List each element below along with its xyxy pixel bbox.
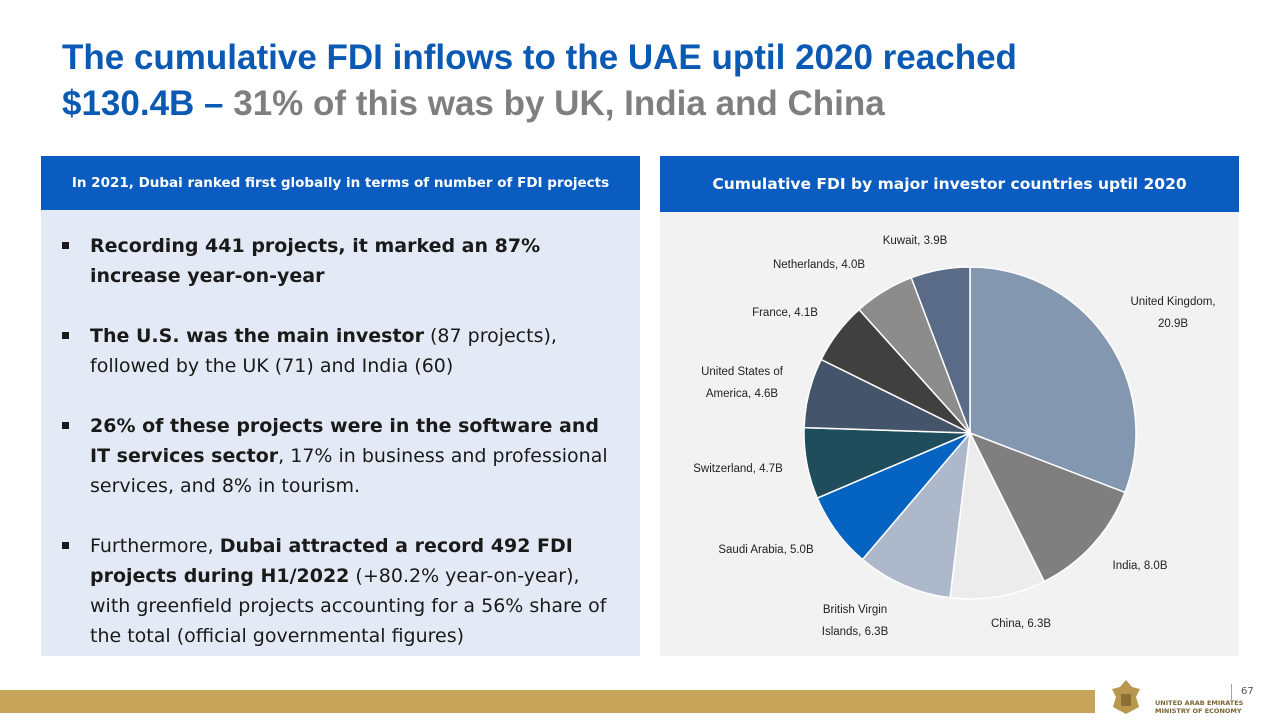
bullet: The U.S. was the main investor (87 proje… <box>60 321 620 381</box>
data-label: Kuwait, 3.9B <box>882 235 948 247</box>
bullet: 26% of these projects were in the softwa… <box>60 411 620 501</box>
ministry-line-1: UNITED ARAB EMIRATES <box>1155 699 1244 707</box>
bullet: Furthermore, Dubai attracted a record 49… <box>60 531 620 651</box>
bullet-text: 26% of these projects were in the softwa… <box>90 415 600 467</box>
bullet-text: (87 projects), followed by the UK (71) a… <box>90 325 557 377</box>
data-label: United States of America, 4.6B <box>701 366 783 400</box>
pie-slice <box>949 430 1046 600</box>
footer-bar <box>0 690 1095 713</box>
pie-slice <box>910 266 971 434</box>
data-label: Switzerland, 4.7B <box>693 463 783 475</box>
title-highlight: $130.4B – <box>62 84 224 123</box>
title-rest: 31% of this was by UK, India and China <box>223 84 885 123</box>
page-number: 67 <box>1241 686 1254 697</box>
data-label: India, 8.0B <box>1112 560 1168 572</box>
bullet-text: Dubai attracted a record 492 FDI project… <box>90 535 573 587</box>
title-line-1: The cumulative FDI inflows to the UAE up… <box>62 38 1017 77</box>
chart-header: Cumulative FDI by major investor countri… <box>660 156 1239 212</box>
bullet-list: Recording 441 projects, it marked an 87%… <box>60 231 620 681</box>
left-panel <box>41 210 640 656</box>
data-label: Netherlands, 4.0B <box>772 259 866 271</box>
ministry-line-2: MINISTRY OF ECONOMY <box>1155 707 1242 715</box>
data-label: France, 4.1B <box>752 307 818 319</box>
data-label: British Virgin Islands, 6.3B <box>821 604 889 638</box>
bullet-text: The U.S. was the main investor <box>90 325 424 347</box>
bullet-text: , 17% in business and professional servi… <box>90 445 608 497</box>
pie-slice <box>969 266 1137 494</box>
pie-slice <box>861 430 972 599</box>
data-label: Saudi Arabia, 5.0B <box>718 544 814 556</box>
bullet: Recording 441 projects, it marked an 87%… <box>60 231 620 291</box>
pie-slice <box>968 431 1126 583</box>
divider <box>1231 684 1232 702</box>
emblem <box>1112 680 1140 714</box>
bullet-text: Recording 441 projects, it marked an 87%… <box>90 235 541 287</box>
left-panel-header: In 2021, Dubai ranked first globally in … <box>41 156 640 210</box>
bullet-text: (+80.2% year-on-year), with greenfield p… <box>90 565 607 647</box>
data-label: United Kingdom, 20.9B <box>1130 296 1216 330</box>
title-line-2: $130.4B – 31% of this was by UK, India a… <box>62 84 885 124</box>
data-label: China, 6.3B <box>990 618 1052 630</box>
bullet-text: Furthermore, <box>90 535 220 557</box>
